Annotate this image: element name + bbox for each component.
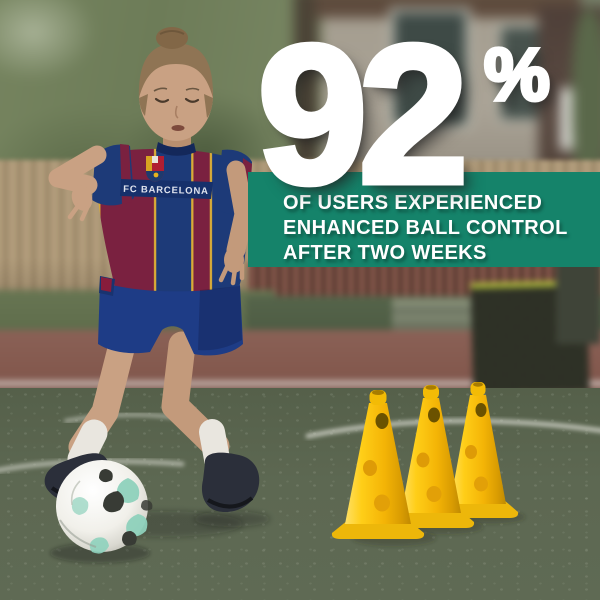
stat-banner-line-2: ENHANCED BALL CONTROL [283, 217, 568, 239]
training-cones [331, 382, 525, 546]
stat-banner-line-1: OF USERS EXPERIENCED [283, 192, 543, 214]
stat-banner-line-3: AFTER TWO WEEKS [283, 242, 487, 264]
stat-banner: OF USERS EXPERIENCED ENHANCED BALL CONTR… [248, 172, 600, 267]
stat-percent-sign: % [482, 33, 552, 116]
jersey-text: FC BARCELONA [123, 184, 209, 197]
background-far [0, 0, 600, 245]
house-window [390, 8, 470, 128]
track-white-line [0, 381, 600, 386]
soccer-ball [50, 460, 153, 563]
player-figure: FC BARCELONA [44, 27, 270, 537]
stat-number: 92 [254, 5, 471, 224]
tree-trunk [294, 0, 318, 175]
